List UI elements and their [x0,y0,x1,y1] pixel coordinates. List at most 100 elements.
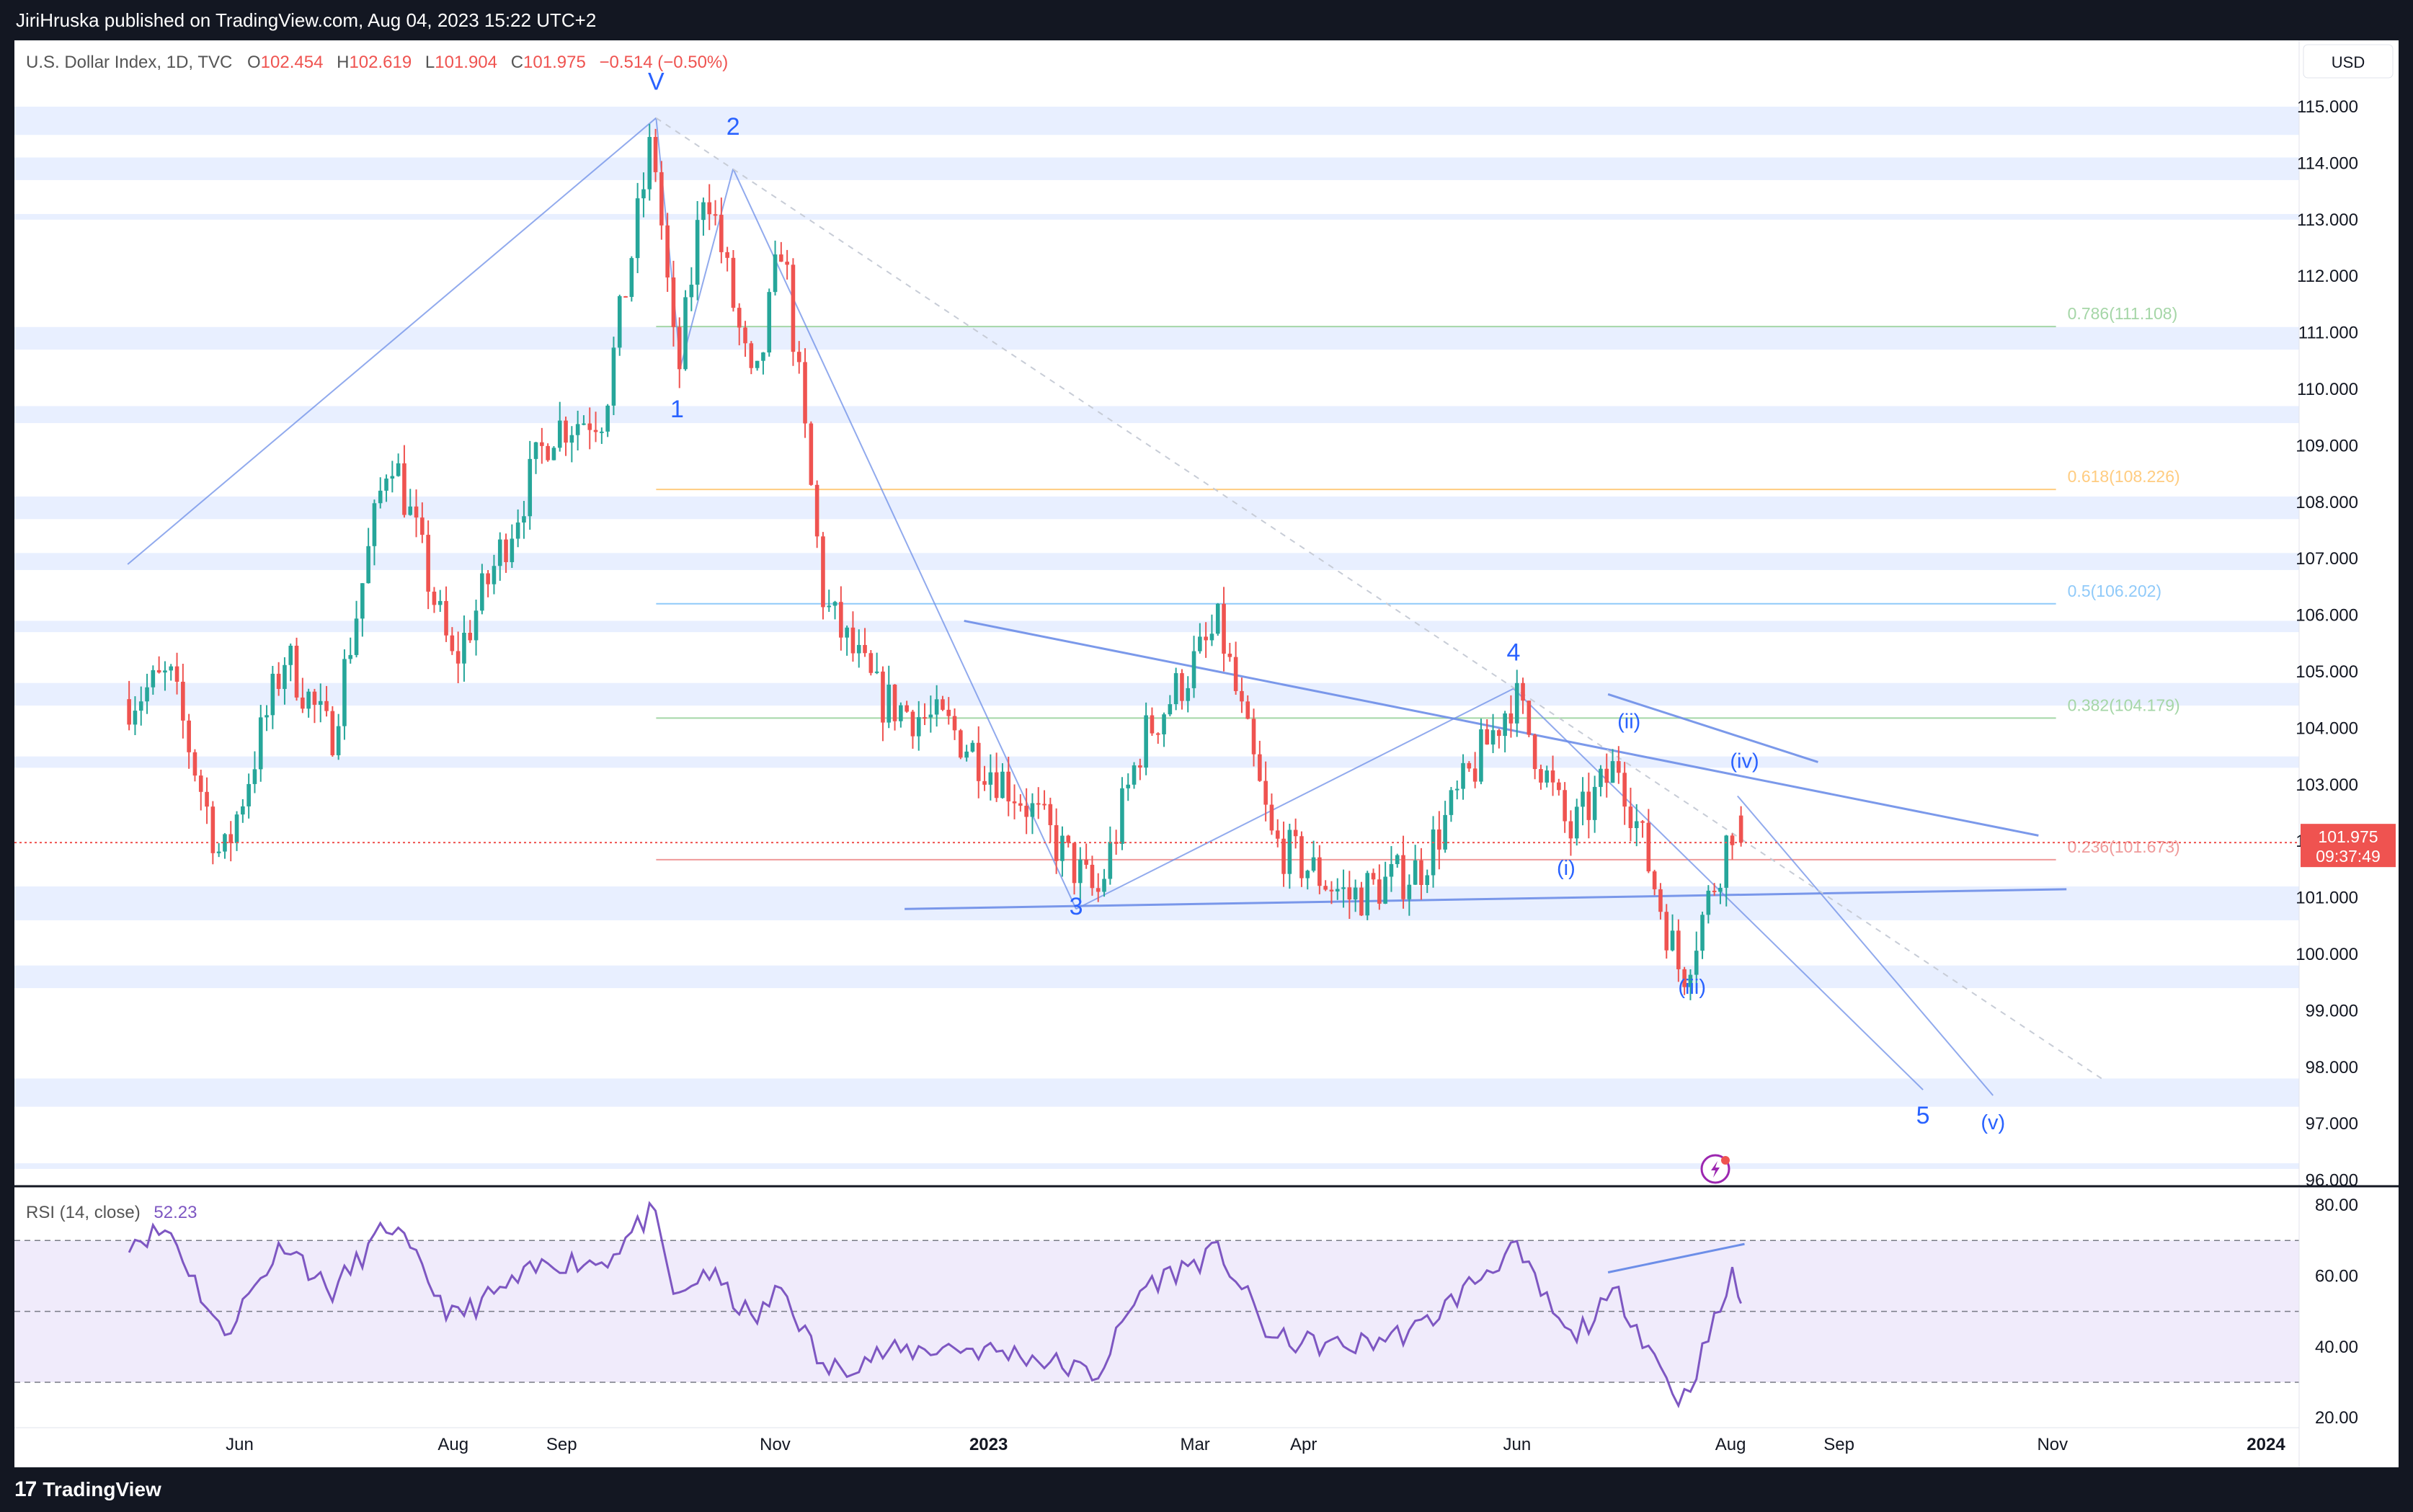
candle[interactable] [1634,821,1639,829]
candle[interactable] [504,539,508,563]
candle[interactable] [1072,842,1077,884]
candle[interactable] [1209,633,1214,641]
candle[interactable] [1293,830,1298,837]
candle[interactable] [1365,873,1370,916]
candle[interactable] [402,463,406,515]
candle[interactable] [934,699,939,715]
trendline[interactable] [1607,693,1818,763]
candle[interactable] [575,424,580,435]
candle[interactable] [246,783,251,806]
candle[interactable] [1281,838,1286,874]
candle[interactable] [916,717,921,737]
candle[interactable] [629,258,634,297]
candle[interactable] [414,506,419,518]
candle[interactable] [582,423,586,425]
candle[interactable] [863,644,867,654]
candle[interactable] [1311,857,1316,871]
candle[interactable] [437,600,443,605]
candle[interactable] [1646,822,1651,872]
candle[interactable] [1120,788,1124,844]
candle[interactable] [1706,890,1711,915]
candle[interactable] [1108,842,1113,879]
candle[interactable] [743,327,747,344]
rsi-divergence-line[interactable] [1607,1242,1745,1273]
candle[interactable] [1599,768,1603,787]
candle[interactable] [1222,603,1226,654]
candle[interactable] [1186,688,1191,701]
candle[interactable] [252,769,257,784]
trendlines[interactable] [127,117,2102,1096]
candle[interactable] [1036,803,1041,805]
wave-label[interactable]: (iii) [1678,976,1706,999]
candle[interactable] [138,701,143,711]
candle[interactable] [719,215,724,252]
candle[interactable] [151,670,156,688]
trendline[interactable] [127,117,657,565]
candle[interactable] [288,645,293,665]
candle[interactable] [283,664,287,689]
candle[interactable] [187,720,191,752]
candle[interactable] [1395,855,1400,864]
candle[interactable] [809,423,814,485]
candle[interactable] [1472,768,1477,782]
candle[interactable] [1503,713,1507,737]
candle[interactable] [1018,803,1023,806]
wave-label[interactable]: (i) [1557,857,1576,880]
candle[interactable] [1245,701,1250,719]
candle[interactable] [1335,889,1340,891]
candle[interactable] [1102,879,1106,892]
fibonacci-retracement[interactable]: 0.786(111.108) 0.618(108.226) 0.5(106.202)… [656,304,2180,860]
candle[interactable] [1078,859,1083,884]
candle[interactable] [1054,824,1059,861]
candle[interactable] [1485,729,1490,745]
candle[interactable] [480,573,484,611]
candle[interactable] [1204,636,1208,641]
candle[interactable] [796,352,801,363]
candle[interactable] [725,252,729,258]
candle[interactable] [1347,887,1352,900]
candle[interactable] [785,262,789,265]
candle[interactable] [1419,860,1423,885]
candle[interactable] [1090,864,1095,889]
candle[interactable] [1377,879,1382,904]
candle[interactable] [1401,855,1405,899]
candle[interactable] [791,264,796,352]
candle[interactable] [923,717,927,719]
candle[interactable] [528,458,533,517]
candle[interactable] [1191,651,1196,688]
candle[interactable] [803,362,807,424]
trendline[interactable] [680,168,734,367]
candle[interactable] [1557,782,1561,791]
candle[interactable] [1682,969,1687,987]
candle[interactable] [1479,729,1483,782]
candle[interactable] [1574,806,1579,839]
candle[interactable] [1730,835,1735,845]
candle[interactable] [306,691,311,709]
candle[interactable] [731,257,736,308]
candle[interactable] [761,352,765,361]
candle[interactable] [1012,801,1017,804]
candle[interactable] [515,522,520,539]
candle[interactable] [1670,930,1675,951]
candle[interactable] [1048,804,1053,825]
candle[interactable] [228,834,234,843]
candle[interactable] [1563,790,1567,822]
price-pane[interactable]: 0.786(111.108) 0.618(108.226) 0.5(106.202)… [14,40,2399,1186]
candle[interactable] [611,347,616,406]
candle[interactable] [1652,871,1657,889]
wave-label[interactable]: (iv) [1730,750,1759,773]
candle[interactable] [1251,719,1256,755]
wave-label[interactable]: (v) [1981,1111,2005,1134]
candle[interactable] [366,546,370,584]
candle[interactable] [462,632,466,664]
candle[interactable] [1155,733,1160,735]
candle[interactable] [605,405,610,432]
candle[interactable] [600,431,604,433]
candle[interactable] [653,137,658,172]
candle[interactable] [779,254,783,262]
candle[interactable] [1514,682,1519,724]
candle[interactable] [964,751,969,758]
candle[interactable] [1449,790,1454,815]
candle[interactable] [1240,690,1244,702]
candle[interactable] [533,442,538,459]
